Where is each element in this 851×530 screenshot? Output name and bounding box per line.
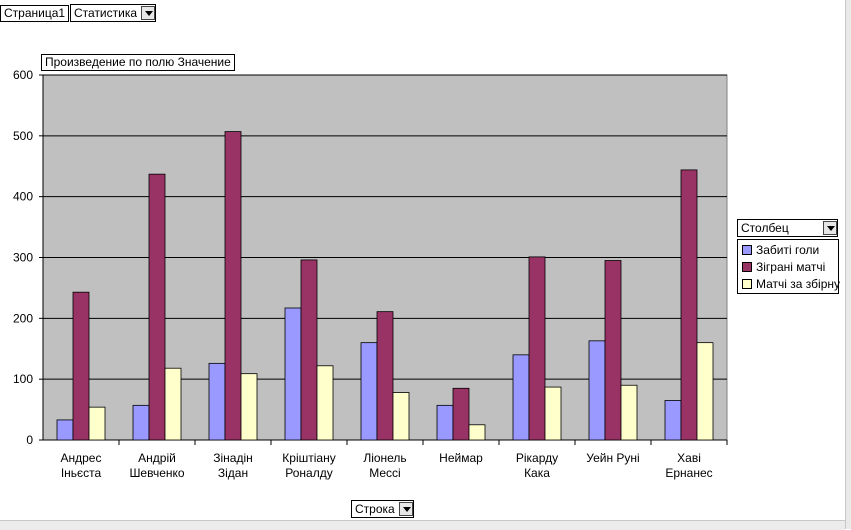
x-tick-label: Кріштіану Роналду bbox=[282, 451, 335, 480]
bar bbox=[132, 404, 150, 441]
bar bbox=[696, 342, 714, 441]
x-tick-label: Хаві Ернанес bbox=[665, 451, 712, 480]
data-field-label[interactable]: Произведение по полю Значение bbox=[41, 54, 235, 71]
bar bbox=[316, 365, 334, 441]
window-edge-right bbox=[845, 0, 851, 529]
page-field-dropdown[interactable]: Статистика bbox=[70, 4, 157, 22]
y-tick-label: 100 bbox=[13, 372, 33, 386]
bar bbox=[284, 307, 302, 441]
bar bbox=[240, 373, 258, 441]
legend-label: Матчі за збірну bbox=[756, 277, 841, 291]
bar bbox=[360, 342, 378, 441]
x-tick-label: Рікарду Кака bbox=[516, 451, 558, 480]
legend-swatch bbox=[742, 245, 752, 255]
x-tick-label: Ліонель Мессі bbox=[363, 451, 406, 480]
bar bbox=[544, 386, 562, 441]
bar bbox=[300, 259, 318, 441]
bar bbox=[56, 419, 74, 441]
y-tick-label: 500 bbox=[13, 129, 33, 143]
legend-swatch bbox=[742, 262, 752, 272]
chevron-down-icon[interactable] bbox=[141, 6, 156, 20]
x-tick-label: Неймар bbox=[439, 451, 483, 465]
bar bbox=[664, 400, 682, 441]
bar bbox=[528, 256, 546, 441]
bar bbox=[468, 424, 486, 441]
x-tick-label: Андрій Шевченко bbox=[129, 451, 184, 480]
bar bbox=[680, 169, 698, 441]
bar bbox=[512, 354, 530, 441]
row-field-dropdown[interactable]: Строка bbox=[351, 500, 414, 518]
bar bbox=[208, 362, 226, 441]
y-tick-label: 400 bbox=[13, 190, 33, 204]
y-tick-label: 200 bbox=[13, 311, 33, 325]
legend-item[interactable]: Зіграні матчі bbox=[742, 260, 825, 274]
bar bbox=[224, 131, 242, 441]
row-field-label: Строка bbox=[355, 502, 395, 516]
bar bbox=[452, 387, 470, 441]
bar bbox=[436, 404, 454, 441]
bar bbox=[164, 367, 182, 441]
bar bbox=[72, 291, 90, 441]
x-tick-label: Зінадін Зідан bbox=[213, 451, 253, 480]
page-field-label[interactable]: Страница1 bbox=[0, 5, 70, 22]
column-field-label: Столбец bbox=[741, 221, 789, 235]
chevron-down-icon[interactable] bbox=[398, 502, 413, 516]
legend-label: Зіграні матчі bbox=[756, 260, 826, 274]
sheet-scroll-area bbox=[0, 520, 845, 530]
legend-label: Забиті голи bbox=[756, 243, 820, 257]
legend-item[interactable]: Забиті голи bbox=[742, 243, 819, 257]
bar bbox=[88, 406, 106, 441]
bar bbox=[604, 260, 622, 441]
x-tick-label: Андрес Іньєста bbox=[61, 451, 102, 480]
page-field-value: Статистика bbox=[74, 6, 138, 20]
chevron-down-icon[interactable] bbox=[823, 221, 837, 235]
bar bbox=[392, 392, 410, 441]
legend-swatch bbox=[742, 279, 752, 289]
legend-item[interactable]: Матчі за збірну bbox=[742, 277, 840, 291]
bar bbox=[148, 173, 166, 441]
column-field-dropdown[interactable]: Столбец bbox=[737, 219, 838, 237]
bar bbox=[588, 340, 606, 441]
bar bbox=[376, 311, 394, 441]
y-tick-label: 300 bbox=[13, 251, 33, 265]
bar bbox=[620, 384, 638, 441]
y-tick-label: 600 bbox=[13, 68, 33, 82]
y-tick-label: 0 bbox=[26, 433, 33, 447]
legend: Забиті голи Зіграні матчі Матчі за збірн… bbox=[737, 239, 840, 294]
x-tick-label: Уейн Руні bbox=[586, 451, 639, 465]
